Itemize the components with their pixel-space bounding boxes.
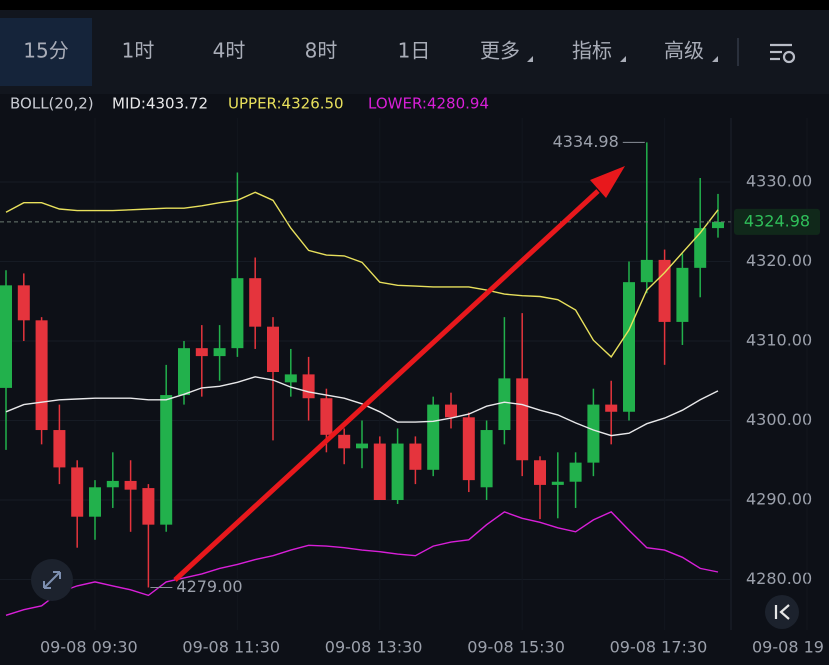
selected-tab-bg	[0, 18, 92, 86]
tab[interactable]: 1时	[122, 39, 155, 63]
candle-body	[160, 395, 173, 525]
candle-body	[694, 228, 707, 268]
dropdown-markers	[527, 56, 718, 62]
boll-lower-line	[5, 511, 719, 616]
candle-body	[284, 374, 297, 383]
scroll-to-start-button[interactable]	[765, 595, 799, 629]
candle-body	[195, 348, 208, 357]
tabs: 15分 1时 4时 8时 1日 更多 指标 高级	[23, 39, 704, 63]
candle-body	[106, 480, 119, 488]
candle-body	[712, 221, 724, 229]
candle-body	[338, 434, 351, 449]
candle-body	[480, 430, 493, 488]
candle-body	[551, 481, 564, 485]
candle-body	[569, 462, 582, 482]
y-tick-label: 4330.00	[746, 171, 812, 190]
tab[interactable]: 4时	[213, 39, 246, 63]
candle-body	[356, 443, 368, 449]
x-tick-label: 09-08 19	[752, 638, 824, 657]
trend-arrow	[173, 166, 625, 582]
candle-body	[373, 443, 386, 501]
candle-body	[0, 285, 12, 388]
candle-body	[534, 460, 546, 485]
candle-body	[35, 320, 48, 431]
candle-body	[53, 430, 66, 468]
boll-mid-line	[5, 376, 719, 437]
tab[interactable]: 指标	[572, 39, 612, 63]
y-tick-label: 4300.00	[746, 410, 812, 429]
candle-body	[249, 278, 262, 327]
candle-body	[445, 404, 457, 418]
x-tick-label: 09-08 11:30	[182, 638, 280, 657]
indicator-lower: LOWER:4280.94	[368, 95, 489, 113]
candle-body	[587, 404, 600, 463]
y-tick-label: 4310.00	[746, 330, 812, 349]
x-tick-label: 09-08 17:30	[610, 638, 708, 657]
candle-body	[142, 488, 155, 525]
tab[interactable]: 15分	[23, 39, 68, 63]
candle-body	[498, 378, 511, 431]
candle-body	[676, 267, 689, 322]
tab-bar	[0, 10, 829, 94]
candle-body	[71, 467, 84, 517]
candle-body	[267, 326, 279, 373]
candle-body	[178, 348, 190, 396]
candle-body	[124, 480, 137, 490]
high-label: 4334.98	[553, 132, 619, 151]
y-tick-label: 4320.00	[746, 251, 812, 270]
indicator-name: BOLL(20,2)	[10, 95, 94, 113]
y-tick-label: 4280.00	[746, 569, 812, 588]
tab[interactable]: 1日	[398, 39, 431, 63]
tab[interactable]: 高级	[664, 39, 704, 63]
low-label: 4279.00	[176, 577, 242, 596]
candle-body	[409, 443, 422, 470]
candle-body	[213, 348, 226, 357]
tab[interactable]: 8时	[305, 39, 338, 63]
tab[interactable]: 更多	[480, 39, 520, 63]
candle-body	[623, 282, 635, 412]
candle-body	[516, 378, 529, 461]
plot-area: 4280.00 4290.00 4300.00 4310.00 4320.00 4330.…	[0, 118, 824, 657]
candle-body	[89, 487, 101, 517]
candle-body	[462, 417, 475, 481]
candle-body	[391, 443, 404, 501]
last-price-box	[734, 208, 820, 235]
indicator-upper: UPPER:4326.50	[228, 95, 344, 113]
candle-body	[302, 374, 315, 399]
indicator-mid: MID:4303.72	[112, 95, 208, 113]
expand-button[interactable]	[31, 559, 73, 601]
x-tick-label: 09-08 15:30	[467, 638, 565, 657]
candle-body	[640, 259, 653, 283]
candle-body	[17, 285, 30, 321]
candle-body	[320, 398, 333, 435]
settings-icon[interactable]	[770, 43, 796, 64]
x-tick-label: 09-08 09:30	[40, 638, 138, 657]
candle-body	[605, 404, 618, 412]
candle-body	[231, 278, 244, 349]
last-price-label: 4324.98	[744, 211, 810, 230]
y-tick-label: 4290.00	[746, 490, 812, 509]
top-strip	[0, 0, 829, 10]
x-tick-label: 09-08 13:30	[325, 638, 423, 657]
candle-body	[427, 404, 440, 470]
candle-body	[658, 259, 671, 322]
boll-upper-line	[5, 191, 719, 358]
